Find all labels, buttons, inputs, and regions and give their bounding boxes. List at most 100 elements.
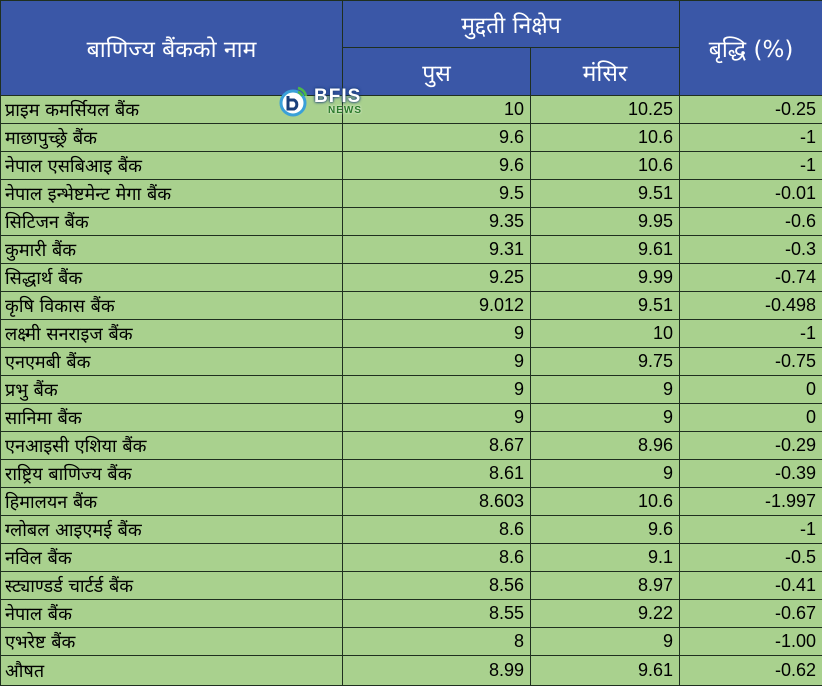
poush-rate-cell: 9 bbox=[343, 404, 531, 432]
growth-cell: -1 bbox=[680, 320, 822, 348]
mangsir-rate-cell: 9.61 bbox=[531, 656, 680, 686]
growth-cell: 0 bbox=[680, 376, 822, 404]
bank-name-cell: माछापुच्छ्रे बैंक bbox=[1, 124, 343, 152]
bank-name-cell: ग्लोबल आइएमई बैंक bbox=[1, 516, 343, 544]
poush-rate-cell: 8.67 bbox=[343, 432, 531, 460]
growth-cell: -1 bbox=[680, 124, 822, 152]
mangsir-rate-cell: 9.22 bbox=[531, 600, 680, 628]
growth-cell: -0.39 bbox=[680, 460, 822, 488]
poush-rate-cell: 9.31 bbox=[343, 236, 531, 264]
poush-rate-cell: 9 bbox=[343, 376, 531, 404]
poush-rate-cell: 8.99 bbox=[343, 656, 531, 686]
growth-cell: -0.67 bbox=[680, 600, 822, 628]
mangsir-rate-cell: 10.25 bbox=[531, 96, 680, 124]
bank-name-cell: एभरेष्ट बैंक bbox=[1, 628, 343, 656]
growth-cell: -0.498 bbox=[680, 292, 822, 320]
poush-rate-cell: 9.012 bbox=[343, 292, 531, 320]
growth-cell: -0.01 bbox=[680, 180, 822, 208]
bank-name-cell: प्रभु बैंक bbox=[1, 376, 343, 404]
mangsir-rate-cell: 9.51 bbox=[531, 180, 680, 208]
growth-cell: -0.3 bbox=[680, 236, 822, 264]
mangsir-rate-cell: 9 bbox=[531, 460, 680, 488]
bank-name-cell: लक्ष्मी सनराइज बैंक bbox=[1, 320, 343, 348]
bank-name-cell: सिटिजन बैंक bbox=[1, 208, 343, 236]
growth-header: बृद्धि (%) bbox=[680, 1, 822, 96]
growth-cell: -1 bbox=[680, 516, 822, 544]
bank-name-cell: प्राइम कमर्सियल बैंक bbox=[1, 96, 343, 124]
mangsir-rate-cell: 10 bbox=[531, 320, 680, 348]
mangsir-rate-cell: 9.1 bbox=[531, 544, 680, 572]
mangsir-rate-cell: 10.6 bbox=[531, 488, 680, 516]
growth-cell: -0.5 bbox=[680, 544, 822, 572]
growth-cell: -0.41 bbox=[680, 572, 822, 600]
fixed-deposit-header: मुद्दती निक्षेप bbox=[343, 1, 680, 48]
growth-cell: -1.00 bbox=[680, 628, 822, 656]
bank-name-cell: नेपाल इन्भेष्टमेन्ट मेगा बैंक bbox=[1, 180, 343, 208]
bank-name-cell: कुमारी बैंक bbox=[1, 236, 343, 264]
bank-name-cell: राष्ट्रिय बाणिज्य बैंक bbox=[1, 460, 343, 488]
poush-header: पुस bbox=[343, 48, 531, 96]
bank-name-header: बाणिज्य बैंकको नाम bbox=[1, 1, 343, 96]
poush-rate-cell: 9.35 bbox=[343, 208, 531, 236]
bank-name-cell: सिद्धार्थ बैंक bbox=[1, 264, 343, 292]
poush-rate-cell: 8.55 bbox=[343, 600, 531, 628]
mangsir-rate-cell: 9.95 bbox=[531, 208, 680, 236]
mangsir-rate-cell: 10.6 bbox=[531, 152, 680, 180]
poush-rate-cell: 9 bbox=[343, 348, 531, 376]
poush-rate-cell: 9.6 bbox=[343, 124, 531, 152]
mangsir-rate-cell: 9 bbox=[531, 628, 680, 656]
growth-cell: -0.29 bbox=[680, 432, 822, 460]
mangsir-rate-cell: 9.75 bbox=[531, 348, 680, 376]
bank-name-cell: नविल बैंक bbox=[1, 544, 343, 572]
bank-name-cell: नेपाल एसबिआइ बैंक bbox=[1, 152, 343, 180]
growth-cell: -0.6 bbox=[680, 208, 822, 236]
mangsir-rate-cell: 9 bbox=[531, 404, 680, 432]
mangsir-rate-cell: 9 bbox=[531, 376, 680, 404]
bank-name-cell: सानिमा बैंक bbox=[1, 404, 343, 432]
table-header: बाणिज्य बैंकको नाम मुद्दती निक्षेप बृद्ध… bbox=[1, 1, 822, 96]
bank-name-cell: नेपाल बैंक bbox=[1, 600, 343, 628]
poush-rate-cell: 8.6 bbox=[343, 544, 531, 572]
poush-rate-cell: 8.61 bbox=[343, 460, 531, 488]
poush-rate-cell: 10 bbox=[343, 96, 531, 124]
mangsir-rate-cell: 9.61 bbox=[531, 236, 680, 264]
bank-name-cell: हिमालयन बैंक bbox=[1, 488, 343, 516]
mangsir-rate-cell: 9.99 bbox=[531, 264, 680, 292]
bank-name-cell: कृषि विकास बैंक bbox=[1, 292, 343, 320]
poush-rate-cell: 9 bbox=[343, 320, 531, 348]
mangsir-rate-cell: 10.6 bbox=[531, 124, 680, 152]
mangsir-rate-cell: 8.96 bbox=[531, 432, 680, 460]
mangsir-rate-cell: 9.6 bbox=[531, 516, 680, 544]
poush-rate-cell: 8.56 bbox=[343, 572, 531, 600]
growth-cell: -0.74 bbox=[680, 264, 822, 292]
poush-rate-cell: 8.6 bbox=[343, 516, 531, 544]
poush-rate-cell: 9.6 bbox=[343, 152, 531, 180]
mangsir-header: मंसिर bbox=[531, 48, 680, 96]
bank-name-cell: औषत bbox=[1, 656, 343, 686]
bank-name-cell: एनआइसी एशिया बैंक bbox=[1, 432, 343, 460]
poush-rate-cell: 9.25 bbox=[343, 264, 531, 292]
growth-cell: -1.997 bbox=[680, 488, 822, 516]
growth-cell: -0.25 bbox=[680, 96, 822, 124]
growth-cell: -1 bbox=[680, 152, 822, 180]
